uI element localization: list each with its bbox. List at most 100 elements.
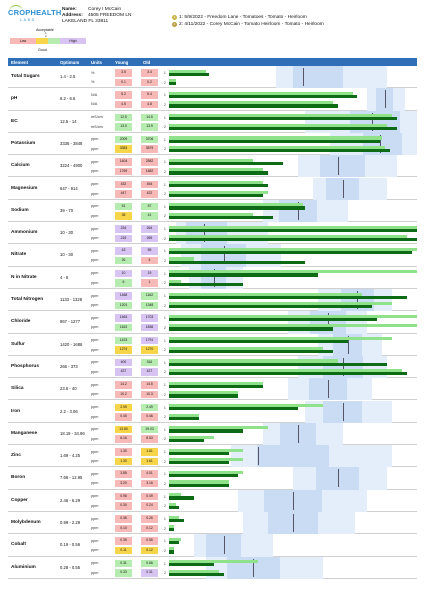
old-value: 0.12 [141,524,158,532]
old-level-bar [169,359,338,363]
young-value: 437 [115,368,132,376]
address-label: Address: [62,13,83,18]
crop-health-logo: CROPHEALTH LABS [8,5,61,28]
young-value: 0.35 [115,537,132,545]
optimum-marker [213,268,215,287]
old-level-bar [169,569,219,573]
young-level-bar [169,305,373,309]
optimum-marker [258,447,259,466]
col-element: Element [11,59,29,65]
young-value: 5.2 [115,91,132,99]
old-level-bar [169,502,177,506]
sample-index: 1 [164,517,166,521]
optimum-range: 4 - 6 [60,274,69,280]
young-level-bar [169,394,239,398]
young-value: 3.5 [115,69,132,77]
old-level-bar [169,480,229,484]
optimum-marker [337,469,339,488]
unit-label: ppm [91,494,99,499]
old-value: 0.26 [141,515,158,523]
young-level-bar [169,518,184,522]
element-name: Boron [11,475,26,481]
unit-label: ppm [91,204,99,209]
young-level-bar [169,349,333,353]
sample-index: 2 [164,481,166,486]
table-row: Potassium 3336 - 3848 ppm 2009 3706 1 ppm 3353 3… [8,132,417,156]
col-optimum: Optimum [60,59,80,65]
optimum-marker [342,402,344,421]
unit-label: ppm [91,459,99,464]
table-row: N in Nitrate 4 - 6 ppm 10 19 1 ppm 6 1 2 [8,266,417,289]
young-level-bar [169,215,274,220]
unit-label: ppm [91,325,99,330]
optimum-range: 6.2 - 6.6 [60,96,76,102]
old-level-bar [169,346,323,350]
old-level-bar [169,525,174,529]
table-row: Total Nitrogen 1133 - 1328 ppm 1468 1162 1 ppm… [8,289,417,312]
young-value: 12.5 [115,113,132,122]
young-value: 0.33 [115,569,132,577]
legend-segment-high: High [60,38,86,44]
optimum-marker [327,313,329,332]
old-value: 454 [141,180,158,188]
old-level-bar [169,537,182,541]
sample-index: 1 [164,539,166,544]
sample-text: 2: 4/11/2022 - Corey McCain - Tomato Hei… [179,22,324,27]
level-chart [169,155,417,178]
old-level-bar [169,168,264,172]
element-name: Chloride [11,319,31,325]
young-value: 1769 [115,167,132,176]
unit-label: ppm [91,236,99,241]
optimum-band [267,512,319,535]
table-row: Total Sugars 1.4 - 2.5% 3.5 3.4 1% 0.1 0.2 2 [8,66,417,89]
young-value: 1274 [115,346,132,354]
unit-label: ppm [91,213,99,218]
sample-index: 2 [164,548,166,553]
level-chart [169,110,417,133]
element-name: Calcium [11,163,30,169]
sample-index: 1 [164,427,166,432]
table-row: EC 12.5 - 14 mS/cm 12.5 14.5 1 mS/cm 13.0 13.9 2 [8,110,417,133]
old-level-bar [169,181,264,185]
unit-label: % [91,80,95,85]
optimum-marker [342,179,344,198]
young-level-bar [169,228,417,232]
logo-word-labs: LABS [20,18,36,22]
table-row: Zinc 1.69 - 4.25 ppm 1.30 1.61 1 ppm 1.30 1.61 2 [8,445,417,468]
level-chart [169,534,417,557]
young-value: 215 [115,234,132,243]
old-value: 2.49 [141,403,158,411]
element-name: Iron [11,408,21,414]
old-level-bar [169,114,393,118]
old-value: 3.4 [141,69,158,77]
young-level-bar [169,260,306,264]
old-level-bar [169,448,244,452]
element-name: Phosphorus [11,363,39,369]
optimum-marker [347,335,349,354]
unit-label: ppm [91,191,99,196]
young-level-bar [169,563,214,567]
young-value: 0.1 [115,78,132,86]
young-level-bar [169,438,204,443]
col-young: Young [115,59,129,65]
old-value: 5.4 [141,91,158,99]
unit-label: ppm [91,338,99,343]
level-chart [169,66,417,89]
optimum-marker [223,246,225,265]
old-value: 1836 [141,323,158,332]
optimum-marker [297,201,299,220]
sample-index: 1 [164,338,166,343]
old-value: 13.9 [141,123,158,131]
unit-label: N/A [91,102,98,107]
young-level-bar [169,372,408,376]
sample-index: 2 [164,192,166,196]
table-row: Sulfur 1420 - 1686 ppm 1423 1791 1 ppm 1274 1270… [8,333,417,356]
unit-label: ppm [91,182,99,187]
old-value: 2582 [141,158,158,166]
young-value: 13.80 [115,425,132,434]
young-value: 0.36 [115,515,132,523]
young-value: 234 [115,225,132,233]
optimum-marker [297,424,299,443]
old-level-bar [169,368,403,373]
young-level-bar [169,474,239,478]
